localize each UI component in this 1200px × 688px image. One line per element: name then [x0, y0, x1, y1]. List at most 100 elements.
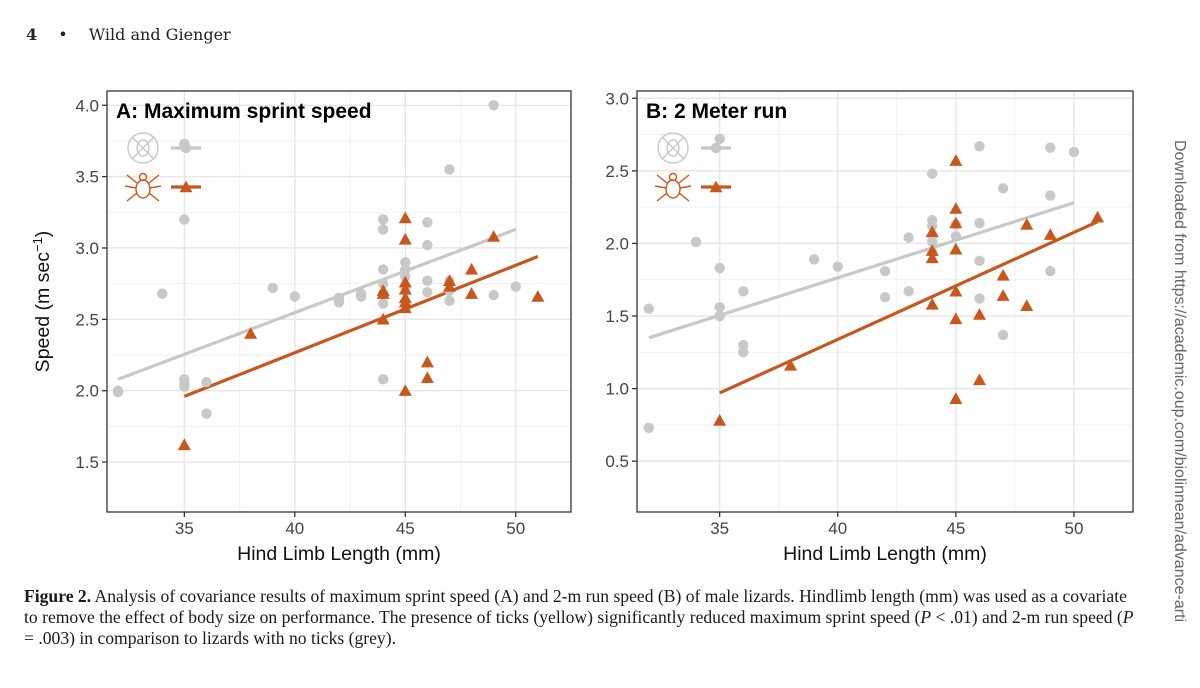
- no-ticks-icon-slash: [131, 136, 155, 160]
- tick-icon-leg: [679, 185, 692, 189]
- data-point-no-ticks: [510, 281, 521, 292]
- data-point-no-ticks: [377, 374, 389, 385]
- tick-icon-head: [138, 172, 148, 182]
- data-point-no-ticks: [201, 376, 212, 388]
- figure-caption: Figure 2. Analysis of covariance results…: [24, 586, 1144, 649]
- data-point-ticks: [972, 373, 986, 386]
- data-point-ticks: [420, 355, 434, 368]
- no-ticks-icon-ring: [127, 132, 159, 164]
- plot-frame: [106, 90, 572, 513]
- data-point-no-ticks: [488, 289, 499, 301]
- data-point-ticks: [398, 282, 412, 295]
- data-point-no-ticks: [927, 236, 938, 248]
- tick-icon-body: [665, 179, 681, 199]
- data-point-no-ticks: [400, 264, 411, 275]
- data-point-ticks: [376, 312, 390, 325]
- data-point-ticks: [442, 280, 456, 292]
- data-point-no-ticks: [903, 232, 914, 243]
- data-point-ticks: [1091, 210, 1105, 223]
- data-point-no-ticks: [289, 291, 301, 302]
- data-point-ticks: [465, 262, 479, 275]
- no-ticks-icon: [127, 132, 159, 164]
- y-tick-label: 2.0: [75, 382, 99, 401]
- data-point-no-ticks: [1045, 142, 1056, 153]
- data-point-no-ticks: [738, 347, 749, 358]
- y-tick-label: 3.5: [75, 168, 99, 187]
- data-point-no-ticks: [157, 288, 168, 299]
- data-point-no-ticks: [377, 264, 389, 275]
- x-axis-label: Hind Limb Length (mm): [783, 543, 987, 565]
- data-point-ticks: [949, 392, 963, 404]
- data-point-no-ticks: [927, 168, 938, 179]
- no-ticks-icon: [657, 132, 689, 164]
- fit-line-no-ticks: [648, 201, 1075, 340]
- data-point-ticks: [376, 287, 390, 299]
- data-point-ticks: [949, 284, 963, 297]
- fit-line-ticks: [183, 255, 539, 398]
- fit-line-ticks: [719, 220, 1099, 395]
- y-tick-label: 4.0: [75, 96, 99, 115]
- data-point-no-ticks: [974, 217, 985, 229]
- tick-icon-head: [668, 172, 678, 182]
- separator-bullet: •: [58, 25, 68, 44]
- data-point-no-ticks: [422, 275, 433, 287]
- data-point-ticks: [996, 268, 1010, 281]
- data-point-no-ticks: [832, 261, 843, 272]
- x-tick-label: 45: [396, 519, 415, 538]
- data-point-no-ticks: [879, 265, 891, 277]
- tick-icon-leg: [126, 192, 138, 202]
- data-point-ticks: [949, 242, 963, 255]
- y-tick-label: 2.5: [75, 310, 99, 329]
- data-point-ticks: [713, 414, 727, 426]
- legend: [654, 132, 731, 202]
- data-point-no-ticks: [1068, 146, 1080, 158]
- data-point-no-ticks: [643, 422, 655, 433]
- data-point-ticks: [972, 308, 986, 320]
- data-point-no-ticks: [714, 310, 725, 322]
- data-point-no-ticks: [333, 292, 345, 304]
- y-axis-label: Speed (m sec−1): [30, 231, 54, 373]
- data-point-no-ticks: [738, 286, 749, 297]
- data-point-no-ticks: [974, 140, 985, 152]
- data-point-ticks: [398, 301, 412, 314]
- data-point-no-ticks: [1045, 265, 1056, 277]
- caption-p-symbol-1: P: [920, 607, 932, 627]
- legend-key-ticks: [179, 180, 193, 193]
- data-point-no-ticks: [422, 239, 433, 251]
- y-tick-label: 2.0: [605, 234, 629, 253]
- x-tick-label: 40: [828, 519, 847, 538]
- data-point-no-ticks: [444, 295, 455, 306]
- y-tick-label: 3.0: [605, 89, 629, 108]
- panel-a: 1.5 2.0 2.5 3.0 3.5 4.0 35 40 45 50 Hind Limb Leng…: [30, 90, 572, 565]
- data-point-ticks: [487, 230, 501, 242]
- data-point-ticks: [784, 358, 798, 371]
- data-point-ticks: [949, 202, 963, 214]
- page-number: 4: [26, 25, 38, 44]
- data-point-no-ticks: [444, 164, 455, 175]
- panel-title: B: 2 Meter run: [646, 100, 787, 123]
- data-point-ticks: [398, 384, 412, 396]
- data-point-no-ticks: [808, 254, 820, 265]
- data-point-no-ticks: [903, 286, 914, 297]
- data-point-no-ticks: [355, 288, 367, 299]
- data-point-no-ticks: [714, 133, 725, 145]
- data-point-ticks: [398, 232, 412, 245]
- tick-icon-body: [135, 179, 151, 199]
- data-point-no-ticks: [997, 329, 1009, 341]
- x-axis-label: Hind Limb Length (mm): [237, 543, 441, 565]
- data-point-no-ticks: [377, 224, 389, 235]
- data-point-ticks: [925, 225, 939, 238]
- figure-2: 1.5 2.0 2.5 3.0 3.5 4.0 35 40 45 50 Hind Limb Leng…: [30, 89, 1134, 565]
- caption-text-3: = .003) in comparison to lizards with no…: [24, 628, 396, 648]
- data-point-ticks: [925, 251, 939, 264]
- x-tick-label: 50: [1064, 519, 1083, 538]
- data-point-ticks: [1020, 218, 1034, 230]
- no-ticks-icon-body: [136, 139, 150, 157]
- data-point-no-ticks: [112, 386, 124, 398]
- y-tick-label: 1.5: [605, 307, 629, 326]
- tick-icon-leg: [126, 174, 138, 184]
- y-tick-label: 0.5: [605, 452, 629, 471]
- tick-icon-leg: [148, 174, 160, 184]
- data-point-no-ticks: [714, 302, 725, 313]
- panel-title: A: Maximum sprint speed: [116, 100, 372, 123]
